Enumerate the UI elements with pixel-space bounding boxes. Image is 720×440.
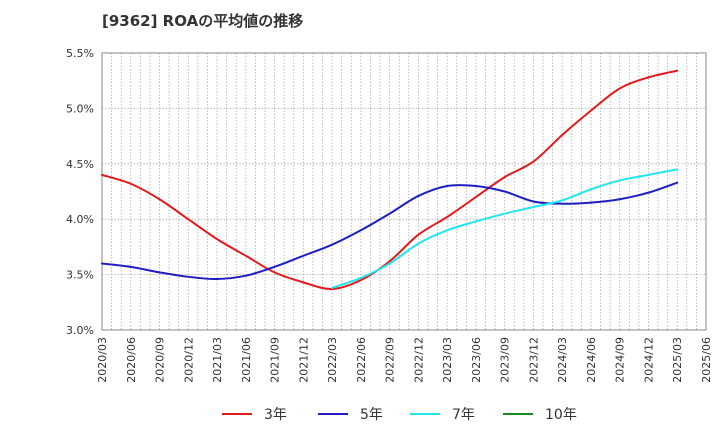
x-tick-label: 2024/12	[642, 337, 655, 383]
x-axis: 2020/03 2020/06 2020/09 2020/12 2021/03 2021/…	[96, 337, 713, 383]
y-tick-label: 5.5%	[66, 47, 94, 60]
y-tick-label: 4.0%	[66, 213, 94, 226]
x-tick-label: 2021/12	[297, 337, 310, 383]
x-tick-label: 2023/12	[527, 337, 540, 383]
x-tick-label: 2022/09	[384, 337, 397, 383]
legend-label: 5年	[360, 407, 383, 423]
x-tick-label: 2022/12	[412, 337, 425, 383]
y-tick-label: 3.5%	[66, 269, 94, 282]
series-line-7年	[331, 168, 679, 289]
series-lines	[101, 69, 679, 291]
x-tick-label: 2024/06	[585, 337, 598, 383]
x-tick-label: 2025/06	[700, 337, 713, 383]
y-tick-label: 5.0%	[66, 102, 94, 115]
x-tick-label: 2021/09	[269, 337, 282, 383]
legend-item: 3年	[222, 407, 287, 423]
x-tick-label: 2024/09	[614, 337, 627, 383]
legend-label: 10年	[545, 407, 577, 423]
series-line-3年	[101, 69, 679, 291]
x-tick-label: 2020/06	[125, 337, 138, 383]
x-tick-label: 2022/06	[355, 337, 368, 383]
legend-item: 5年	[318, 407, 383, 423]
x-tick-label: 2020/09	[154, 337, 167, 383]
x-tick-label: 2020/12	[182, 337, 195, 383]
chart-title: [9362] ROAの平均値の推移	[102, 12, 304, 30]
legend-item: 7年	[410, 407, 475, 423]
x-tick-label: 2021/06	[240, 337, 253, 383]
x-tick-label: 2021/03	[211, 337, 224, 383]
legend-label: 3年	[264, 407, 287, 423]
plot-frame	[101, 52, 707, 331]
y-tick-label: 4.5%	[66, 158, 94, 171]
legend: 3年 5年 7年 10年	[222, 407, 577, 423]
x-tick-label: 2023/09	[499, 337, 512, 383]
legend-item: 10年	[503, 407, 577, 423]
series-line-5年	[101, 181, 679, 281]
legend-label: 7年	[452, 407, 475, 423]
x-tick-label: 2022/03	[326, 337, 339, 383]
x-tick-label: 2024/03	[556, 337, 569, 383]
x-tick-label: 2023/03	[441, 337, 454, 383]
x-tick-label: 2025/03	[671, 337, 684, 383]
y-tick-label: 3.0%	[66, 324, 94, 337]
x-tick-label: 2023/06	[470, 337, 483, 383]
x-tick-label: 2020/03	[96, 337, 109, 383]
grid-lines	[102, 52, 706, 331]
y-axis: 3.0% 3.5% 4.0% 4.5% 5.0% 5.5%	[66, 47, 94, 337]
